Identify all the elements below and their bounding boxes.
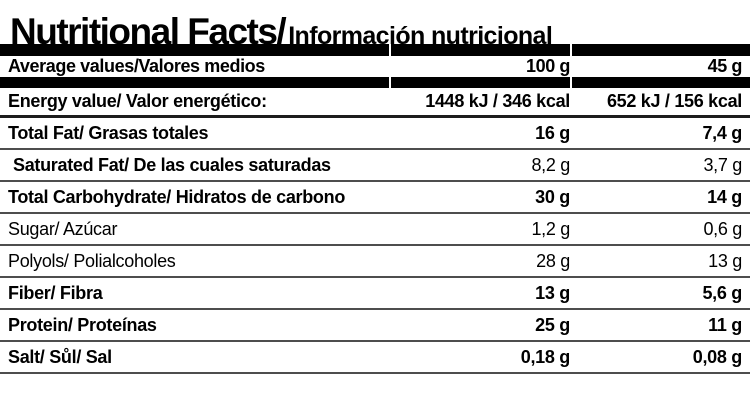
table-header-row: Average values/Valores medios 100 g 45 g bbox=[0, 56, 750, 77]
row-label: Energy value/ Valor energético: bbox=[8, 91, 267, 111]
row-label: Protein/ Proteínas bbox=[8, 314, 157, 335]
row-label: Total Carbohydrate/ Hidratos de carbono bbox=[8, 186, 346, 207]
row-value-100g: 25 g bbox=[535, 314, 570, 335]
header-divider-top bbox=[0, 44, 750, 56]
row-value-100g: 28 g bbox=[536, 250, 570, 271]
divider-gap bbox=[389, 44, 391, 56]
table-row-total-fat: Total Fat/ Grasas totales 16 g 7,4 g bbox=[0, 118, 750, 150]
row-label: Fiber/ Fibra bbox=[8, 282, 103, 303]
table-row-energy: Energy value/ Valor energético: 1448 kJ … bbox=[0, 88, 750, 118]
row-value-45g: 13 g bbox=[708, 250, 742, 271]
table-row-fiber: Fiber/ Fibra 13 g 5,6 g bbox=[0, 278, 750, 310]
divider-gap bbox=[570, 44, 572, 56]
divider-segment bbox=[572, 44, 750, 56]
row-value-45g: 14 g bbox=[707, 186, 742, 207]
row-label: Salt/ Sůl/ Sal bbox=[8, 346, 112, 367]
row-value-45g: 0,6 g bbox=[703, 218, 742, 239]
row-value-100g: 0,18 g bbox=[520, 346, 571, 367]
table-row-protein: Protein/ Proteínas 25 g 11 g bbox=[0, 310, 750, 342]
header-divider-bottom bbox=[0, 77, 750, 88]
header-label: Average values/Valores medios bbox=[8, 56, 265, 76]
divider-gap bbox=[389, 77, 391, 88]
divider-gap bbox=[570, 77, 572, 88]
row-value-45g: 5,6 g bbox=[702, 282, 742, 303]
row-value-45g: 7,4 g bbox=[702, 122, 742, 143]
header-col-100g: 100 g bbox=[525, 56, 570, 76]
row-value-100g: 8,2 g bbox=[531, 154, 570, 175]
divider-segment bbox=[391, 44, 570, 56]
row-value-100g: 13 g bbox=[535, 282, 570, 303]
header-col-45g: 45 g bbox=[707, 56, 743, 76]
divider-segment bbox=[391, 77, 570, 88]
row-value-45g: 11 g bbox=[708, 314, 742, 335]
row-label: Sugar/ Azúcar bbox=[8, 218, 118, 239]
table-row-carbohydrate: Total Carbohydrate/ Hidratos de carbono … bbox=[0, 182, 750, 214]
divider-segment bbox=[0, 77, 389, 88]
row-value-45g: 0,08 g bbox=[692, 346, 743, 367]
row-value-100g: 1,2 g bbox=[531, 218, 570, 239]
table-row-saturated-fat: Saturated Fat/ De las cuales saturadas 8… bbox=[0, 150, 750, 182]
row-label: Saturated Fat/ De las cuales saturadas bbox=[13, 154, 331, 175]
row-value-45g: 652 kJ / 156 kcal bbox=[606, 91, 742, 111]
table-row-sugar: Sugar/ Azúcar 1,2 g 0,6 g bbox=[0, 214, 750, 246]
row-label: Polyols/ Polialcoholes bbox=[8, 250, 176, 271]
table-row-salt: Salt/ Sůl/ Sal 0,18 g 0,08 g bbox=[0, 342, 750, 374]
row-label: Total Fat/ Grasas totales bbox=[8, 122, 209, 143]
row-value-100g: 1448 kJ / 346 kcal bbox=[425, 91, 570, 111]
row-value-45g: 3,7 g bbox=[703, 154, 742, 175]
divider-segment bbox=[0, 44, 389, 56]
divider-segment bbox=[572, 77, 750, 88]
table-row-polyols: Polyols/ Polialcoholes 28 g 13 g bbox=[0, 246, 750, 278]
row-value-100g: 30 g bbox=[535, 186, 570, 207]
row-value-100g: 16 g bbox=[535, 122, 570, 143]
page-title: Nutritional Facts/ Información nutricion… bbox=[0, 0, 750, 52]
